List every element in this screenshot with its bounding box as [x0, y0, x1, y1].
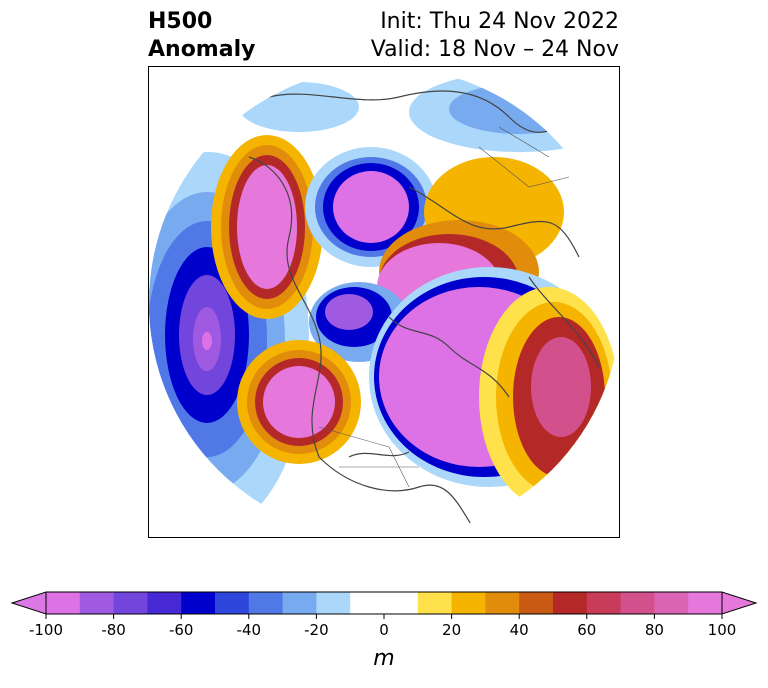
colorbar-segment — [553, 592, 588, 614]
arctic-low — [305, 147, 437, 267]
colorbar-tick-label: 80 — [645, 621, 664, 639]
init-date: Init: Thu 24 Nov 2022 — [380, 9, 619, 34]
colorbar-segment — [316, 592, 351, 614]
coastlines — [248, 90, 600, 537]
colorbar-segment — [181, 592, 216, 614]
colorbar-tick-label: 40 — [510, 621, 529, 639]
colorbar-segment — [417, 592, 453, 614]
east-asia-high — [479, 287, 619, 507]
colorbar-segment — [519, 592, 554, 614]
colorbar-segment — [451, 592, 486, 614]
colorbar-extend-min — [10, 591, 47, 615]
colorbar-tick-label: -100 — [29, 621, 63, 639]
colorbar-tick-label: -60 — [169, 621, 194, 639]
colorbar-segment — [248, 592, 284, 614]
colorbar-tick-label: 100 — [708, 621, 737, 639]
title-line-1: H500 — [148, 9, 213, 34]
map-title: H500 Anomaly — [148, 8, 255, 64]
colorbar-segment — [620, 592, 655, 614]
colorbar-segment — [384, 592, 419, 614]
colorbar-tick-label: 20 — [442, 621, 461, 639]
colorbar-segment — [688, 592, 723, 614]
anomaly-map — [148, 66, 620, 538]
date-info: Init: Thu 24 Nov 2022 Valid: 18 Nov – 24… — [371, 8, 619, 64]
colorbar-segment — [79, 592, 115, 614]
colorbar-segment — [215, 592, 250, 614]
colorbar: -100 -80 -60 -40 -20 0 20 40 60 80 100 — [0, 584, 768, 684]
colorbar-segment — [46, 592, 81, 614]
colorbar-segment — [282, 592, 317, 614]
colorbar-tick-label: -80 — [101, 621, 126, 639]
title-line-2: Anomaly — [148, 37, 256, 62]
colorbar-tick-label: -40 — [237, 621, 262, 639]
pacific-high — [237, 340, 361, 464]
colorbar-segment — [654, 592, 689, 614]
colorbar-segment — [586, 592, 622, 614]
colorbar-tick-label: 0 — [379, 621, 389, 639]
colorbar-extend-max — [721, 591, 758, 615]
valid-range: Valid: 18 Nov – 24 Nov — [370, 37, 619, 62]
map-svg — [149, 67, 619, 537]
colorbar-svg: -100 -80 -60 -40 -20 0 20 40 60 80 100 — [10, 591, 758, 639]
political-borders — [318, 126, 570, 488]
colorbar-label: m — [373, 646, 395, 671]
colorbar-tick-label: 60 — [577, 621, 596, 639]
colorbar-segment — [113, 592, 148, 614]
colorbar-segment — [147, 592, 182, 614]
colorbar-tick-label: -20 — [304, 621, 329, 639]
colorbar-segment — [350, 592, 385, 614]
colorbar-segment — [485, 592, 520, 614]
alaska-high — [211, 135, 323, 319]
